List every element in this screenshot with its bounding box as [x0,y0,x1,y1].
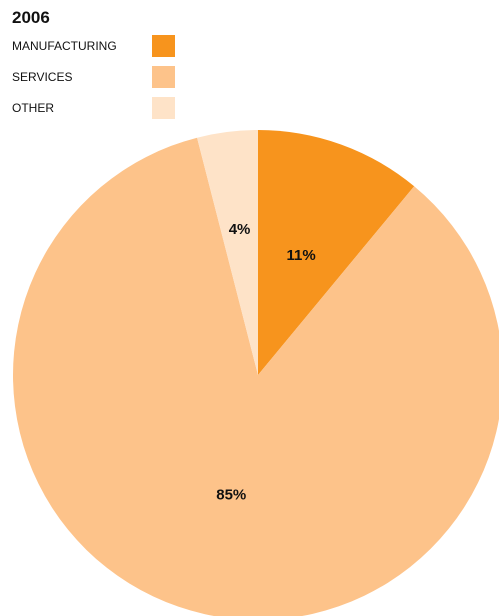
data-label-manufacturing: 11% [287,247,316,264]
legend-label-services: SERVICES [12,70,73,84]
slice-services [13,137,499,616]
legend-swatch-other [152,97,175,119]
legend-item-other: OTHER [12,97,187,119]
legend-item-services: SERVICES [12,66,187,88]
data-label-other: 4% [229,221,251,238]
data-label-services: 85% [216,487,246,504]
chart-title: 2006 [12,8,50,27]
legend-swatch-services [152,66,175,88]
legend: MANUFACTURING SERVICES OTHER [0,0,200,130]
legend-label-other: OTHER [12,101,54,115]
legend-item-manufacturing: MANUFACTURING [12,35,187,57]
legend-swatch-manufacturing [152,35,175,57]
slice-manufacturing [258,130,415,375]
slice-other [197,130,258,375]
legend-label-manufacturing: MANUFACTURING [12,39,117,53]
